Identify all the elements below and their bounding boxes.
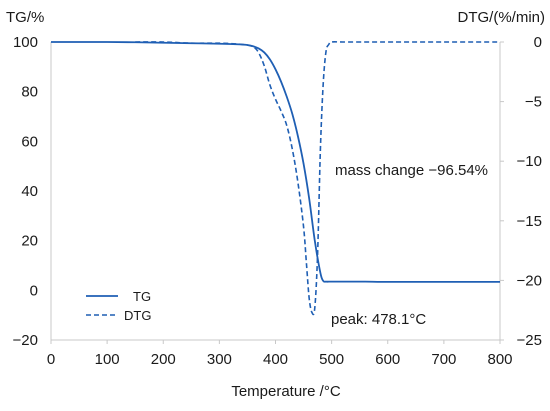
x-tick-label: 0 bbox=[47, 351, 55, 368]
y-right-tick-label: −25 bbox=[517, 332, 542, 349]
legend-label-tg: TG bbox=[133, 289, 151, 304]
y-right-label: DTG/(%/min) bbox=[458, 9, 546, 26]
annotation-mass-change: mass change −96.54% bbox=[335, 162, 488, 179]
y-left-tick-label: 60 bbox=[21, 133, 38, 150]
x-tick-label: 100 bbox=[95, 351, 120, 368]
annotation-peak: peak: 478.1°C bbox=[331, 311, 426, 328]
x-tick-label: 400 bbox=[263, 351, 288, 368]
x-tick-label: 600 bbox=[375, 351, 400, 368]
legend-label-dtg: DTG bbox=[124, 308, 151, 323]
x-axis-label: Temperature /°C bbox=[231, 383, 341, 400]
y-right-tick-label: −15 bbox=[517, 213, 542, 230]
y-left-tick-label: 0 bbox=[30, 282, 38, 299]
y-right-tick-label: 0 bbox=[534, 34, 542, 51]
y-right-tick-label: −5 bbox=[525, 94, 542, 111]
x-tick-label: 500 bbox=[319, 351, 344, 368]
y-right-tick-label: −20 bbox=[517, 272, 542, 289]
y-right-tick-label: −10 bbox=[517, 153, 542, 170]
legend: TG DTG bbox=[86, 289, 151, 323]
y-left-tick-label: 100 bbox=[13, 34, 38, 51]
y-left-tick-label: −20 bbox=[13, 332, 38, 349]
x-tick-label: 800 bbox=[487, 351, 512, 368]
y-left-tick-label: 20 bbox=[21, 233, 38, 250]
x-tick-label: 700 bbox=[431, 351, 456, 368]
y-left-tick-label: 40 bbox=[21, 183, 38, 200]
y-left-tick-label: 80 bbox=[21, 84, 38, 101]
y-left-label: TG/% bbox=[6, 9, 44, 26]
x-tick-label: 200 bbox=[151, 351, 176, 368]
x-tick-label: 300 bbox=[207, 351, 232, 368]
